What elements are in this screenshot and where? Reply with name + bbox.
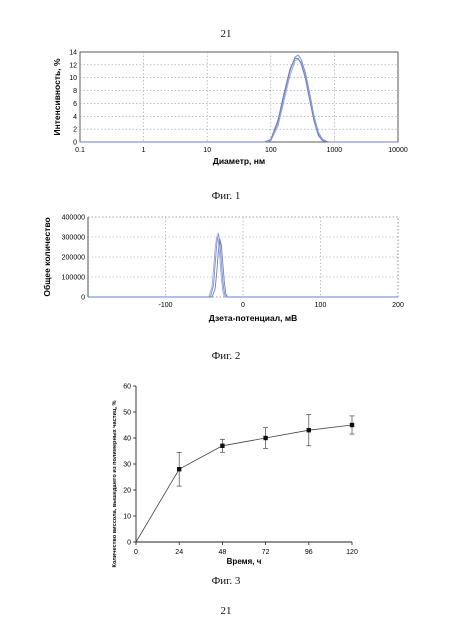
y-tick-label: 50 <box>123 410 131 417</box>
y-tick-label: 0 <box>73 140 77 147</box>
figure-3-caption: Фиг. 3 <box>211 575 241 587</box>
y-tick-label: 100000 <box>62 275 85 282</box>
data-point <box>306 428 311 433</box>
y-tick-label: 30 <box>123 462 131 469</box>
x-tick-label: 10000 <box>388 147 408 154</box>
series-line <box>80 58 398 143</box>
y-tick-label: 40 <box>123 436 131 443</box>
series-line <box>88 232 398 298</box>
series-line <box>88 235 398 298</box>
x-tick-label: 100 <box>315 302 327 309</box>
y-tick-label: 10 <box>123 514 131 521</box>
x-tick-label: 10 <box>203 147 211 154</box>
y-tick-label: 0 <box>127 540 131 547</box>
y-tick-label: 6 <box>73 101 77 108</box>
x-tick-label: 1 <box>142 147 146 154</box>
y-tick-label: 200000 <box>62 255 85 262</box>
y-tick-label: 4 <box>73 114 77 121</box>
y-tick-label: 10 <box>69 75 77 82</box>
page-number-bottom: 21 <box>220 605 232 617</box>
y-tick-label: 60 <box>123 384 131 391</box>
x-tick-label: 120 <box>346 549 358 556</box>
series-line <box>80 54 398 143</box>
series-line <box>135 424 353 543</box>
x-tick-label: -100 <box>158 302 172 309</box>
y-tick-label: 12 <box>69 62 77 69</box>
x-tick-label: 24 <box>175 549 183 556</box>
y-tick-label: 14 <box>69 50 77 57</box>
figure-1-caption: Фиг. 1 <box>211 190 241 202</box>
data-point <box>349 422 355 428</box>
data-point <box>177 467 182 472</box>
y-tick-label: 2 <box>73 127 77 134</box>
y-tick-label: 0 <box>81 295 85 302</box>
release-kinetics-chart: 0 24 48 72 96 120 0 10 20 30 40 50 60 Время, ч Количес… <box>112 384 358 568</box>
y-axis-label: Общее количество <box>42 217 52 296</box>
y-axis-label: Количество виссола, вышедшего из полимер… <box>112 401 118 568</box>
figure-2-caption: Фиг. 2 <box>211 350 241 362</box>
x-tick-label: 96 <box>305 549 313 556</box>
x-tick-label: 48 <box>219 549 227 556</box>
x-tick-label: 1000 <box>327 147 343 154</box>
x-tick-label: 0 <box>241 302 245 309</box>
series-line <box>88 238 398 298</box>
x-tick-label: 0 <box>134 549 138 556</box>
x-axis-label: Дзета-потенциал, мВ <box>209 313 298 323</box>
data-point <box>263 435 268 441</box>
page-number-top: 21 <box>220 28 232 40</box>
y-axis-label: Интенсивность, % <box>52 58 62 135</box>
x-axis-label: Время, ч <box>227 557 262 566</box>
zeta-potential-chart: -100 0 100 200 0 100000 200000 300000 400000 Дзет… <box>42 215 404 324</box>
series-line <box>80 57 398 143</box>
data-point <box>220 443 225 448</box>
x-tick-label: 72 <box>262 549 270 556</box>
x-tick-label: 100 <box>265 147 277 154</box>
x-tick-label: 0.1 <box>75 147 85 154</box>
x-tick-label: 200 <box>392 302 404 309</box>
x-axis-label: Диаметр, нм <box>213 156 265 166</box>
y-tick-label: 20 <box>123 488 131 495</box>
y-tick-label: 400000 <box>62 215 85 222</box>
y-tick-label: 300000 <box>62 235 85 242</box>
plot-frame <box>79 51 399 143</box>
y-tick-label: 8 <box>73 88 77 95</box>
dls-size-chart: 0.1 1 10 100 1000 10000 0 2 4 6 8 10 12 14 Диаметр, нм… <box>52 50 408 167</box>
